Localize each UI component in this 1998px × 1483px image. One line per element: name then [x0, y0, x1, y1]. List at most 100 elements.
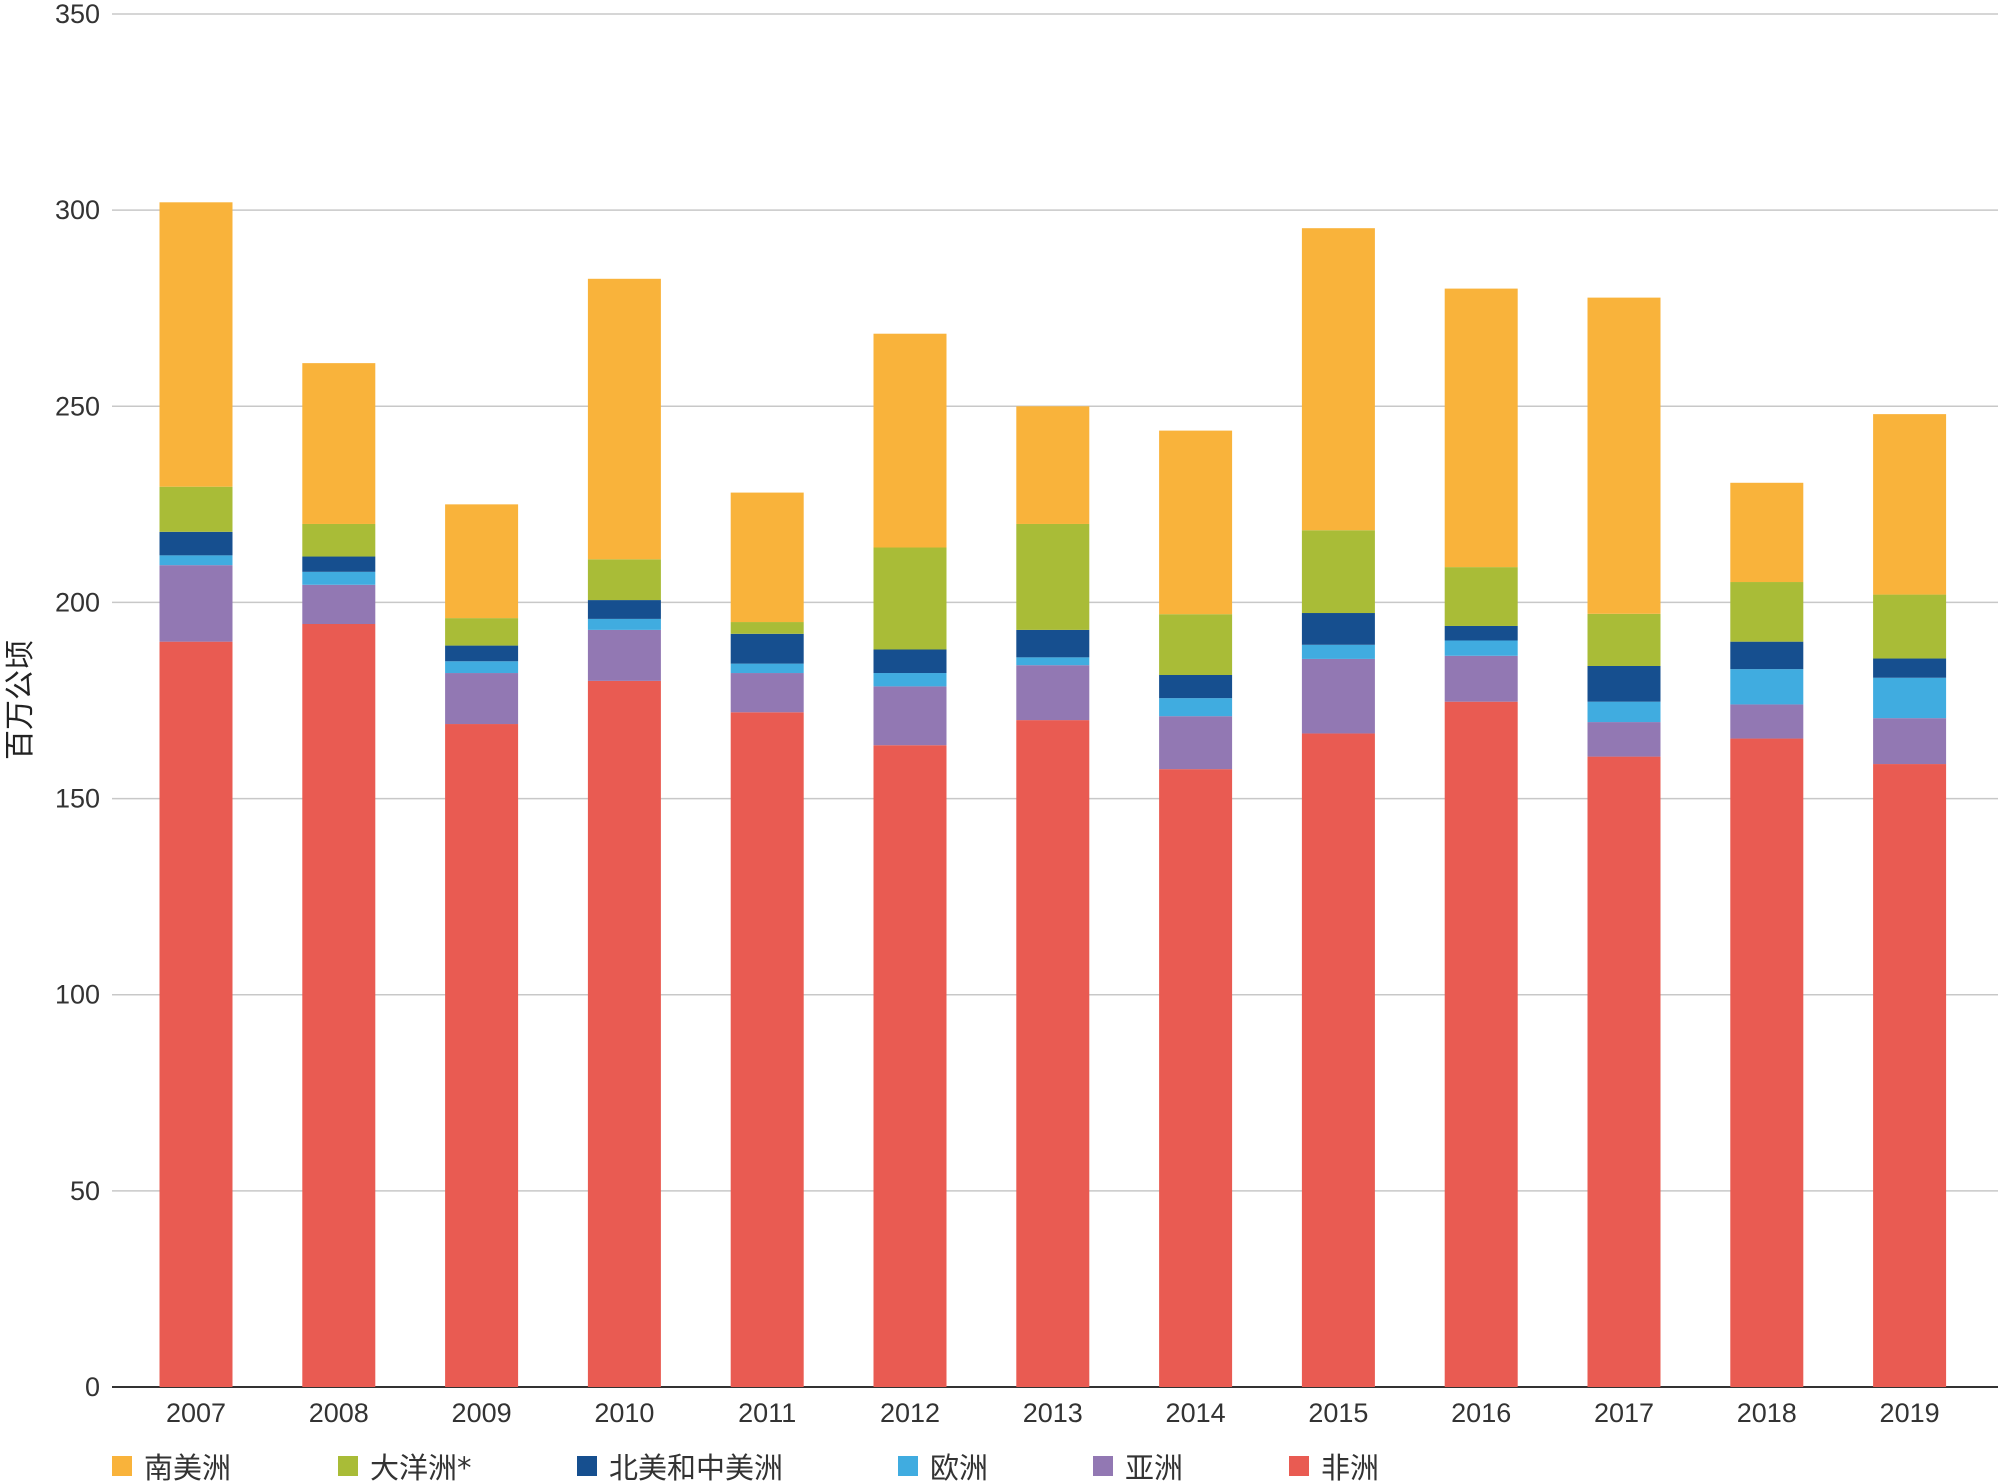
legend-label: 非洲 [1321, 1451, 1379, 1483]
x-tick-label: 2017 [1594, 1398, 1654, 1428]
bar-segment-2019-亚洲 [1873, 718, 1947, 765]
bar-segment-2009-非洲 [445, 724, 519, 1387]
bar-segment-2017-欧洲 [1587, 701, 1661, 723]
bar-segment-2012-亚洲 [873, 686, 947, 746]
bar-segment-2010-北美和中美洲 [587, 600, 661, 619]
bar-segment-2011-南美洲 [730, 492, 804, 623]
y-tick-label: 50 [70, 1176, 100, 1206]
bar-segment-2010-亚洲 [587, 629, 661, 681]
bar-segment-2016-北美和中美洲 [1444, 625, 1518, 641]
y-axis-ticks: 0 50 100 150 200 250 300 350 [55, 0, 100, 1402]
x-tick-label: 2013 [1023, 1398, 1083, 1428]
legend-swatch [577, 1456, 597, 1476]
bar-segment-2008-非洲 [302, 624, 376, 1387]
bar-segment-2007-亚洲 [159, 565, 233, 642]
bar-segment-2008-欧洲 [302, 571, 376, 585]
y-tick-label: 0 [85, 1372, 100, 1402]
bar-segment-2019-欧洲 [1873, 677, 1947, 719]
bar-segment-2009-南美洲 [445, 504, 519, 619]
y-tick-label: 150 [55, 784, 100, 814]
legend-label: 南美洲 [144, 1451, 231, 1483]
bar-segment-2009-欧洲 [445, 661, 519, 674]
bar-segment-2008-北美和中美洲 [302, 556, 376, 572]
x-tick-label: 2010 [594, 1398, 654, 1428]
bar-segment-2010-非洲 [587, 680, 661, 1387]
bar-segment-2017-亚洲 [1587, 722, 1661, 757]
bar-segment-2015-南美洲 [1301, 228, 1375, 531]
bar-segment-2009-北美和中美洲 [445, 645, 519, 662]
bar-segment-2007-南美洲 [159, 202, 233, 487]
bar-segment-2017-非洲 [1587, 756, 1661, 1387]
x-tick-label: 2018 [1737, 1398, 1797, 1428]
legend-label: 北美和中美洲 [609, 1451, 783, 1483]
x-tick-label: 2015 [1308, 1398, 1368, 1428]
bar-segment-2018-北美和中美洲 [1730, 641, 1804, 670]
legend-item: 欧洲 [898, 1451, 988, 1483]
legend: 南美洲 大洋洲* 北美和中美洲 欧洲 亚洲 非洲 [112, 1451, 1379, 1483]
bar-segment-2019-非洲 [1873, 764, 1947, 1387]
bar-segment-2007-北美和中美洲 [159, 531, 233, 556]
bar-segment-2008-南美洲 [302, 363, 376, 524]
bar-segment-2018-非洲 [1730, 738, 1804, 1387]
y-tick-label: 200 [55, 587, 100, 617]
x-tick-label: 2007 [166, 1398, 226, 1428]
bar-segment-2017-南美洲 [1587, 297, 1661, 614]
bar-segment-2015-欧洲 [1301, 644, 1375, 659]
bar-segment-2019-南美洲 [1873, 414, 1947, 595]
y-tick-label: 100 [55, 980, 100, 1010]
legend-swatch [1289, 1456, 1309, 1476]
legend-item: 非洲 [1289, 1451, 1379, 1483]
bar-segment-2016-南美洲 [1444, 288, 1518, 568]
bar-segment-2009-亚洲 [445, 673, 519, 725]
bar-segment-2011-非洲 [730, 712, 804, 1387]
x-tick-label: 2008 [309, 1398, 369, 1428]
x-tick-label: 2009 [452, 1398, 512, 1428]
bar-segment-2014-南美洲 [1159, 430, 1233, 615]
legend-label: 亚洲 [1125, 1451, 1183, 1483]
legend-item: 南美洲 [112, 1451, 231, 1483]
bar-segment-2018-大洋洲* [1730, 582, 1804, 642]
bar-segment-2011-欧洲 [730, 663, 804, 674]
bar-segment-2015-亚洲 [1301, 658, 1375, 734]
bar-segment-2013-非洲 [1016, 720, 1090, 1387]
legend-swatch [898, 1456, 918, 1476]
bar-segment-2013-大洋洲* [1016, 523, 1090, 630]
bar-segment-2016-大洋洲* [1444, 567, 1518, 626]
bar-segment-2008-大洋洲* [302, 523, 376, 557]
bar-segment-2013-北美和中美洲 [1016, 629, 1090, 658]
bar-segment-2008-亚洲 [302, 584, 376, 625]
bar-segment-2012-大洋洲* [873, 547, 947, 650]
y-tick-label: 250 [55, 391, 100, 421]
y-tick-label: 350 [55, 0, 100, 29]
x-tick-label: 2014 [1166, 1398, 1226, 1428]
bar-segment-2015-大洋洲* [1301, 530, 1375, 614]
bar-segment-2014-北美和中美洲 [1159, 675, 1233, 699]
legend-label: 欧洲 [930, 1451, 988, 1483]
bars [159, 202, 1947, 1387]
legend-swatch [112, 1456, 132, 1476]
legend-item: 北美和中美洲 [577, 1451, 783, 1483]
bar-segment-2017-大洋洲* [1587, 613, 1661, 666]
bar-segment-2015-北美和中美洲 [1301, 613, 1375, 645]
bar-segment-2014-亚洲 [1159, 716, 1233, 770]
bar-segment-2012-欧洲 [873, 673, 947, 687]
bar-segment-2012-北美和中美洲 [873, 649, 947, 674]
bar-segment-2017-北美和中美洲 [1587, 665, 1661, 702]
legend-item: 大洋洲* [338, 1451, 472, 1483]
legend-swatch [1093, 1456, 1113, 1476]
bar-segment-2016-亚洲 [1444, 655, 1518, 702]
bar-segment-2019-大洋洲* [1873, 594, 1947, 659]
y-tick-label: 300 [55, 195, 100, 225]
bar-segment-2016-非洲 [1444, 701, 1518, 1387]
bar-segment-2014-欧洲 [1159, 698, 1233, 717]
bar-segment-2013-南美洲 [1016, 406, 1090, 524]
bar-segment-2007-欧洲 [159, 555, 233, 566]
bar-segment-2007-大洋洲* [159, 486, 233, 532]
x-tick-label: 2016 [1451, 1398, 1511, 1428]
bar-segment-2012-非洲 [873, 745, 947, 1387]
bar-segment-2010-南美洲 [587, 278, 661, 560]
bar-segment-2013-亚洲 [1016, 665, 1090, 721]
bar-segment-2009-大洋洲* [445, 618, 519, 646]
bar-segment-2014-大洋洲* [1159, 614, 1233, 676]
